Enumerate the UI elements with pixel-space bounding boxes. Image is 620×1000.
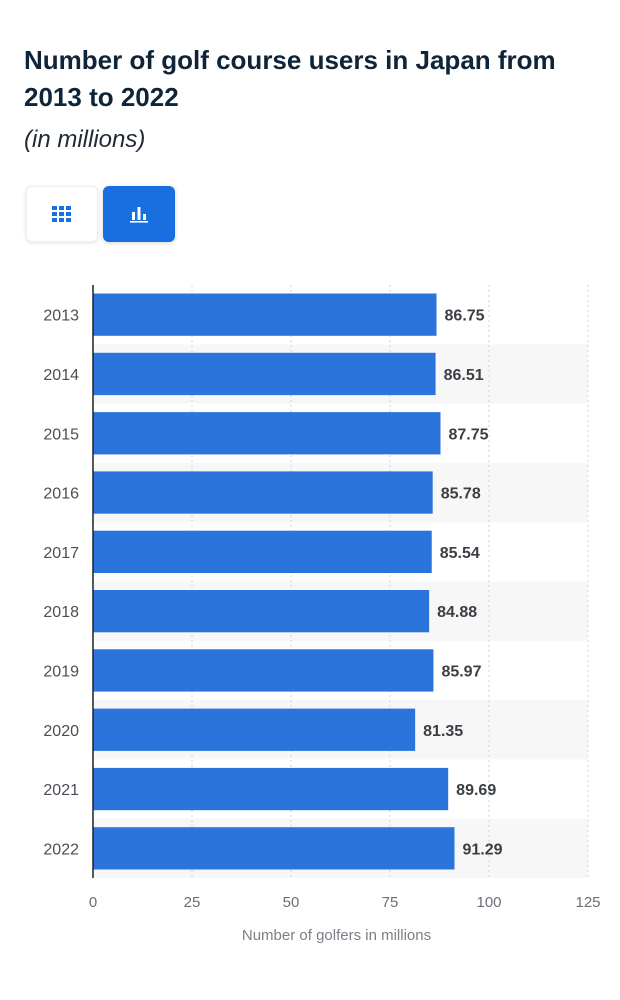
category-label: 2021 — [43, 782, 79, 799]
bar — [93, 649, 434, 692]
data-label: 85.97 — [441, 663, 481, 680]
category-label: 2015 — [43, 426, 79, 443]
data-label: 84.88 — [437, 604, 477, 621]
bar — [93, 590, 430, 633]
chart-view-button[interactable] — [103, 186, 175, 242]
bar — [93, 827, 455, 870]
bar-chart-icon — [130, 207, 148, 223]
page-subtitle: (in millions) — [24, 126, 146, 153]
x-tick-label: 75 — [382, 894, 399, 911]
data-label: 91.29 — [463, 841, 503, 858]
bar — [93, 708, 416, 751]
data-label: 87.75 — [448, 426, 488, 443]
bar — [93, 530, 432, 573]
bar — [93, 412, 441, 455]
x-tick-label: 50 — [283, 894, 300, 911]
category-label: 2017 — [43, 545, 79, 562]
table-view-button[interactable] — [26, 186, 98, 242]
bar — [93, 293, 437, 336]
x-tick-label: 100 — [476, 894, 501, 911]
category-label: 2020 — [43, 723, 79, 740]
bar-chart: 86.75 2013 86.51 2014 87.75 2015 85.78 2016 85.5… — [43, 285, 601, 944]
category-label: 2013 — [43, 308, 79, 325]
data-label: 86.51 — [444, 367, 484, 384]
x-axis-title: Number of golfers in millions — [242, 927, 431, 944]
page-title: Number of golf course users in Japan fro… — [24, 45, 556, 112]
bar — [93, 767, 449, 811]
category-label: 2019 — [43, 663, 79, 680]
category-label: 2016 — [43, 486, 79, 503]
data-label: 85.54 — [440, 545, 480, 562]
bar — [93, 352, 436, 396]
data-label: 81.35 — [423, 723, 463, 740]
x-tick-label: 0 — [89, 894, 97, 911]
category-label: 2018 — [43, 604, 79, 621]
data-label: 89.69 — [456, 782, 496, 799]
category-label: 2022 — [43, 841, 79, 858]
table-grid-icon — [52, 206, 71, 222]
category-label: 2014 — [43, 367, 79, 384]
x-tick-label: 125 — [575, 894, 600, 911]
x-tick-label: 25 — [184, 894, 201, 911]
top-link-fragment[interactable] — [24, 0, 304, 2]
data-label: 86.75 — [445, 308, 485, 325]
bar — [93, 471, 433, 514]
data-label: 85.78 — [441, 486, 481, 503]
chart-area: 86.75 2013 86.51 2014 87.75 2015 85.78 2016 85.5… — [0, 270, 620, 960]
